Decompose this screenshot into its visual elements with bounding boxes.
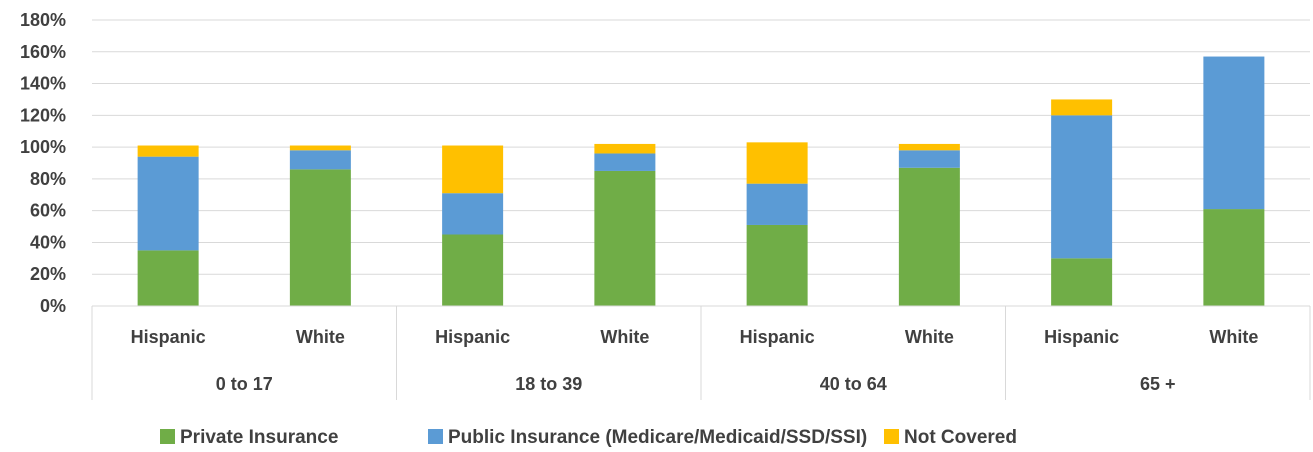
- bar-segment-public-insurance-medicare-medicaid-ssd-ssi: [594, 153, 656, 171]
- bar-segment-private-insurance: [594, 170, 656, 306]
- x-axis: Hispanic White Hispanic White Hispanic White H…: [91, 305, 1311, 400]
- category-label: Hispanic: [740, 327, 815, 347]
- y-tick-label: 60%: [30, 201, 66, 221]
- bar-segment-not-covered: [137, 145, 199, 157]
- group-label: 40 to 64: [820, 374, 887, 394]
- legend-swatch-public-insurance-medicare-medicaid-ssd-ssi: [428, 429, 443, 444]
- bar-segment-private-insurance: [442, 234, 504, 306]
- bar-segment-public-insurance-medicare-medicaid-ssd-ssi: [898, 150, 960, 168]
- bar-segment-not-covered: [442, 145, 504, 194]
- y-tick-label: 20%: [30, 264, 66, 284]
- bar-segment-not-covered: [898, 143, 960, 151]
- y-tick-label: 180%: [20, 10, 66, 30]
- legend-label-public-insurance-medicare-medicaid-ssd-ssi: Public Insurance (Medicare/Medicaid/SSD/…: [448, 427, 867, 448]
- category-label: Hispanic: [435, 327, 510, 347]
- bar-segment-not-covered: [746, 142, 808, 184]
- group-label: 65 +: [1140, 374, 1176, 394]
- bar-segment-private-insurance: [137, 250, 199, 306]
- gridlines: [92, 19, 1310, 275]
- category-label: White: [905, 327, 954, 347]
- category-label: White: [296, 327, 345, 347]
- bar-segment-public-insurance-medicare-medicaid-ssd-ssi: [1051, 115, 1113, 259]
- legend-label-not-covered: Not Covered: [904, 427, 1017, 448]
- legend-swatch-not-covered: [884, 429, 899, 444]
- y-axis-tick-labels: 0% 20% 40% 60% 80% 100% 120% 140% 160% 180%: [20, 10, 66, 316]
- group-label: 0 to 17: [216, 374, 273, 394]
- y-tick-label: 40%: [30, 232, 66, 252]
- bar-segment-private-insurance: [746, 224, 808, 306]
- legend-swatch-private-insurance: [160, 429, 175, 444]
- bar-segment-not-covered: [594, 143, 656, 154]
- bar-segment-public-insurance-medicare-medicaid-ssd-ssi: [1203, 56, 1265, 210]
- category-label: Hispanic: [131, 327, 206, 347]
- legend: Private Insurance Public Insurance (Medic…: [160, 427, 1017, 448]
- legend-label-private-insurance: Private Insurance: [180, 427, 338, 448]
- y-tick-label: 80%: [30, 169, 66, 189]
- bar-segment-not-covered: [289, 145, 351, 151]
- y-tick-label: 120%: [20, 105, 66, 125]
- bar-segment-private-insurance: [1051, 258, 1113, 306]
- bar-segment-public-insurance-medicare-medicaid-ssd-ssi: [746, 183, 808, 225]
- y-tick-label: 160%: [20, 42, 66, 62]
- bar-segment-public-insurance-medicare-medicaid-ssd-ssi: [442, 193, 504, 235]
- category-label: White: [1209, 327, 1258, 347]
- bar-segment-not-covered: [1051, 99, 1113, 116]
- bar-segment-public-insurance-medicare-medicaid-ssd-ssi: [289, 150, 351, 170]
- y-tick-label: 0%: [40, 296, 66, 316]
- group-label: 18 to 39: [515, 374, 582, 394]
- bar-segment-private-insurance: [898, 167, 960, 306]
- y-tick-label: 100%: [20, 137, 66, 157]
- y-tick-label: 140%: [20, 74, 66, 94]
- bar-segment-private-insurance: [289, 169, 351, 306]
- category-label: Hispanic: [1044, 327, 1119, 347]
- bar-segment-private-insurance: [1203, 209, 1265, 306]
- category-label: White: [600, 327, 649, 347]
- bar-segment-public-insurance-medicare-medicaid-ssd-ssi: [137, 156, 199, 251]
- bars: [137, 56, 1265, 306]
